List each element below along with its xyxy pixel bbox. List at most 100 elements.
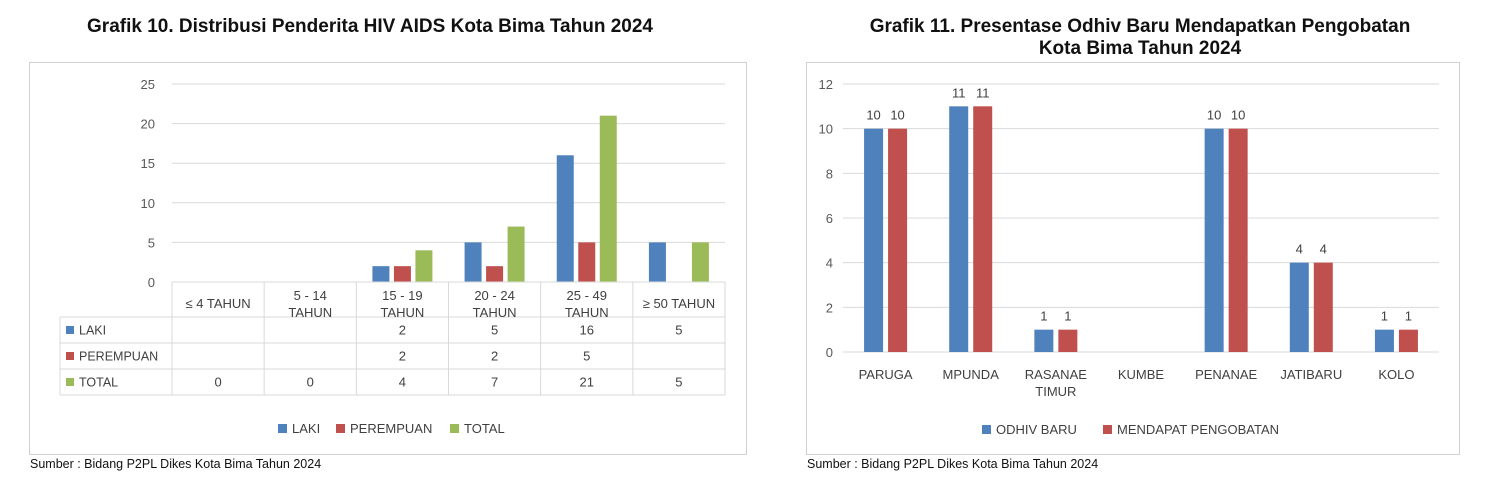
data-label: 1	[1040, 309, 1047, 324]
legend-key	[1103, 425, 1112, 434]
x-category-label: TAHUN	[288, 305, 332, 320]
bar-odhiv-baru	[1034, 329, 1054, 352]
table-cell-value: 5	[491, 323, 498, 338]
table-cell-value: 21	[580, 375, 594, 390]
bar-odhiv-baru	[1289, 262, 1309, 352]
legend-label: ODHIV BARU	[996, 422, 1077, 437]
bar-total	[599, 115, 617, 283]
x-category-label: TAHUN	[473, 305, 517, 320]
chart11-frame: 0 2 4 6 8 10 12 10 10 PARUGA 11 11 MPUNDA 1 1 RASANAE TI…	[806, 62, 1460, 455]
bar-total	[507, 226, 525, 282]
y-tick-label: 6	[826, 211, 833, 226]
data-label: 1	[1405, 309, 1412, 324]
y-tick-label: 2	[826, 300, 833, 315]
bar-odhiv-baru	[949, 106, 969, 352]
data-label: 11	[976, 85, 990, 100]
chart10-title: Grafik 10. Distribusi Penderita HIV AIDS…	[87, 16, 653, 37]
table-cell-value: 2	[491, 349, 498, 364]
table-series-label: PEREMPUAN	[79, 350, 158, 364]
data-label: 10	[1207, 108, 1221, 123]
x-category-label: PENANAE	[1195, 367, 1257, 382]
bar-laki	[464, 242, 482, 282]
data-label: 10	[1231, 108, 1245, 123]
y-tick-label: 20	[141, 117, 155, 132]
bar-mendapat-pengobatan	[888, 128, 908, 352]
data-label: 4	[1296, 242, 1303, 257]
y-tick-label: 15	[141, 156, 155, 171]
bar-laki	[648, 242, 666, 282]
table-cell-value: 4	[399, 375, 406, 390]
chart10-frame: 0 5 10 15 20 25 ≤ 4 TAHUN 5 - 14 TAHUN 15 - 19 TAH…	[29, 62, 747, 455]
x-category-label: JATIBARU	[1280, 367, 1342, 382]
legend-label: TOTAL	[464, 421, 505, 436]
bar-mendapat-pengobatan	[1228, 128, 1248, 352]
legend-label: PEREMPUAN	[350, 421, 432, 436]
x-category-label: MPUNDA	[943, 367, 1000, 382]
chart11-title-line1: Grafik 11. Presentase Odhiv Baru Mendapa…	[869, 16, 1411, 37]
bar-total	[415, 250, 433, 282]
x-category-label: 15 - 19	[382, 288, 422, 303]
x-category-label: KUMBE	[1118, 367, 1165, 382]
x-category-label: RASANAE	[1025, 367, 1087, 382]
bar-odhiv-baru	[864, 128, 884, 352]
table-cell-value: 0	[307, 375, 314, 390]
x-category-label: 5 - 14	[294, 288, 327, 303]
chart11-title-line2: Kota Bima Tahun 2024	[1038, 38, 1242, 59]
data-label: 10	[890, 108, 904, 123]
x-category-label: TAHUN	[381, 305, 425, 320]
bar-perempuan	[486, 266, 504, 282]
bar-total	[691, 242, 709, 282]
y-tick-label: 10	[141, 196, 155, 211]
y-tick-label: 4	[826, 256, 833, 271]
chart11-source: Sumber : Bidang P2PL Dikes Kota Bima Tah…	[807, 457, 1099, 471]
y-tick-label: 0	[148, 275, 155, 290]
legend-label: LAKI	[292, 421, 320, 436]
data-label: 1	[1064, 309, 1071, 324]
data-label: 10	[866, 108, 880, 123]
bar-mendapat-pengobatan	[1313, 262, 1333, 352]
x-category-label: KOLO	[1378, 367, 1414, 382]
table-legend-key	[66, 326, 74, 334]
legend-key	[336, 424, 345, 433]
data-label: 4	[1320, 242, 1327, 257]
table-cell-value: 7	[491, 375, 498, 390]
x-category-label: PARUGA	[859, 367, 913, 382]
table-cell-value: 5	[675, 375, 682, 390]
legend-key	[982, 425, 991, 434]
bar-laki	[372, 266, 390, 282]
x-category-label: 20 - 24	[474, 288, 514, 303]
legend-key	[450, 424, 459, 433]
y-tick-label: 8	[826, 166, 833, 181]
data-label: 11	[952, 85, 966, 100]
bar-mendapat-pengobatan	[973, 106, 993, 352]
table-cell-value: 5	[675, 323, 682, 338]
bar-odhiv-baru	[1374, 329, 1394, 352]
table-cell-value: 0	[214, 375, 221, 390]
table-cell-value: 2	[399, 349, 406, 364]
table-legend-key	[66, 378, 74, 386]
table-cell-value: 5	[583, 349, 590, 364]
bar-laki	[556, 155, 574, 282]
y-tick-label: 10	[819, 122, 833, 137]
y-tick-label: 25	[141, 77, 155, 92]
legend-label: MENDAPAT PENGOBATAN	[1117, 422, 1279, 437]
table-cell-value: 16	[580, 323, 594, 338]
x-category-label: TIMUR	[1035, 384, 1076, 399]
bar-mendapat-pengobatan	[1058, 329, 1078, 352]
bar-perempuan	[393, 266, 411, 282]
y-tick-label: 12	[819, 77, 833, 92]
bar-perempuan	[578, 242, 596, 282]
bar-mendapat-pengobatan	[1398, 329, 1418, 352]
table-series-label: TOTAL	[79, 376, 118, 390]
x-category-label: TAHUN	[565, 305, 609, 320]
y-tick-label: 5	[148, 235, 155, 250]
y-tick-label: 0	[826, 345, 833, 360]
data-label: 1	[1381, 309, 1388, 324]
chart10-source: Sumber : Bidang P2PL Dikes Kota Bima Tah…	[30, 457, 322, 471]
legend-key	[278, 424, 287, 433]
x-category-label: 25 - 49	[567, 288, 607, 303]
table-cell-value: 2	[399, 323, 406, 338]
table-series-label: LAKI	[79, 324, 106, 338]
